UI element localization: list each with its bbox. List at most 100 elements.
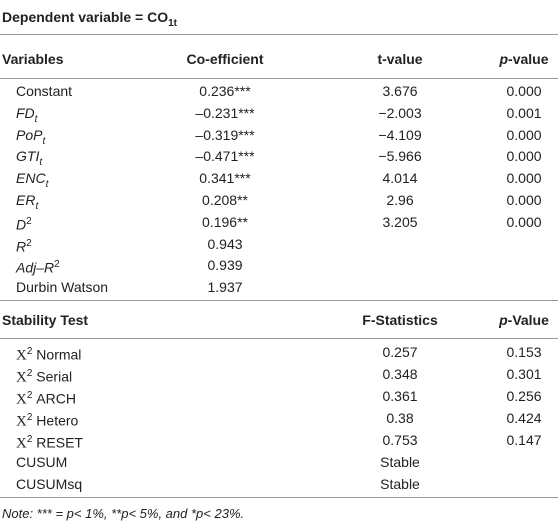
table-cell: –0.319***: [195, 126, 255, 143]
label-text: Durbin Watson: [16, 279, 109, 296]
row-label: Durbin Watson: [16, 278, 108, 296]
rule: [0, 34, 558, 35]
table-cell: 1.937: [207, 279, 243, 296]
header-italic: p: [499, 51, 509, 67]
column-header: Variables: [2, 51, 64, 67]
row-label: CUSUMsq: [16, 475, 82, 493]
table-cell: 0.943: [207, 235, 243, 252]
superscript: 2: [54, 259, 60, 271]
label-text: Hetero: [36, 412, 79, 429]
label-text: ENC: [16, 170, 46, 187]
row-label: X2 Hetero: [16, 409, 78, 431]
rule: [0, 78, 558, 79]
note: Note: *** = p< 1%, **p< 5%, and *p< 23%.: [2, 506, 245, 521]
column-header: t-value: [377, 51, 423, 67]
symbol: X: [16, 435, 27, 452]
column-header: p-value: [499, 50, 548, 68]
table-cell: 0.196**: [202, 213, 248, 230]
table-cell: 0.301: [506, 366, 542, 382]
superscript: 2: [26, 368, 33, 379]
row-label: ENCt: [16, 169, 48, 194]
label-text: RESET: [36, 434, 83, 451]
row-label: GTIt: [16, 147, 42, 172]
table-cell: 4.014: [382, 170, 418, 187]
superscript: 2: [26, 412, 33, 423]
column-header: Co-efficient: [186, 51, 264, 67]
table-cell: 0.348: [382, 366, 418, 382]
row-label: Adj–R2: [16, 256, 60, 277]
table-cell: 0.257: [382, 344, 418, 360]
rule: [0, 338, 558, 339]
table-cell: 0.38: [386, 410, 414, 426]
row-label: X2 Normal: [16, 343, 81, 365]
table-cell: 0.753: [382, 432, 418, 448]
row-label: FDt: [16, 104, 37, 129]
symbol: X: [16, 347, 27, 364]
label-text: Constant: [16, 83, 73, 99]
title-sub: 1t: [168, 17, 178, 29]
table-cell: −2.003: [378, 104, 422, 121]
table-cell: 0.000: [506, 213, 542, 230]
row-label: X2 Serial: [16, 365, 72, 387]
title: Dependent variable = CO1t: [2, 8, 177, 33]
table-cell: 3.205: [382, 213, 418, 230]
table-cell: –0.471***: [195, 148, 255, 165]
header-italic: p: [499, 312, 508, 328]
superscript: 2: [26, 215, 32, 227]
title-text: Dependent variable = CO: [2, 9, 169, 25]
label-text: PoP: [16, 126, 43, 143]
column-header: F-Statistics: [362, 312, 438, 328]
header-text: -Value: [507, 312, 549, 328]
table-cell: 0.208**: [202, 192, 248, 208]
symbol: X: [16, 369, 27, 386]
superscript: 2: [26, 434, 33, 445]
table-cell: 0.000: [506, 126, 542, 143]
table-cell: 0.000: [506, 170, 542, 187]
superscript: 2: [26, 346, 33, 357]
symbol: X: [16, 413, 27, 430]
label-text: Serial: [36, 368, 73, 385]
label-text: Normal: [36, 346, 82, 363]
superscript: 2: [26, 390, 33, 401]
table-cell: –0.231***: [195, 104, 255, 121]
label-text: R: [16, 238, 27, 255]
subscript: t: [39, 157, 43, 169]
row-label: CUSUM: [16, 453, 67, 471]
symbol: X: [16, 391, 27, 408]
table-cell: 0.147: [506, 432, 542, 448]
subscript: t: [35, 200, 39, 212]
table-cell: 0.000: [506, 192, 542, 208]
table-cell: 2.96: [386, 192, 414, 208]
row-label: Constant: [16, 82, 72, 100]
table-cell: 0.256: [506, 388, 542, 404]
table-cell: 0.001: [506, 104, 542, 121]
table-cell: 0.236***: [199, 83, 251, 99]
table-cell: −5.966: [378, 148, 422, 165]
row-label: ERt: [16, 191, 38, 216]
table-cell: −4.109: [378, 126, 422, 143]
label-text: D: [16, 216, 27, 233]
row-label: X2 ARCH: [16, 387, 76, 409]
row-label: X2 RESET: [16, 431, 83, 453]
row-label: PoPt: [16, 126, 45, 151]
label-text: CUSUMsq: [16, 476, 83, 492]
column-header: Stability Test: [2, 312, 89, 328]
label-text: FD: [16, 104, 35, 121]
table-cell: 0.000: [506, 83, 542, 99]
table-cell: 0.424: [506, 410, 542, 426]
label-text: CUSUM: [16, 454, 68, 470]
label-text: ARCH: [36, 390, 76, 407]
rule: [0, 300, 558, 301]
label-text: ER: [16, 192, 36, 208]
subscript: t: [42, 135, 46, 147]
superscript: 2: [26, 237, 32, 249]
rule: [0, 497, 558, 498]
table-cell: 0.341***: [199, 170, 251, 187]
table-cell: 0.939: [207, 257, 243, 274]
row-label: D2: [16, 213, 32, 234]
label-text: Adj–R: [16, 260, 55, 277]
row-label: R2: [16, 235, 32, 256]
table-cell: 0.361: [382, 388, 418, 404]
subscript: t: [45, 178, 49, 190]
